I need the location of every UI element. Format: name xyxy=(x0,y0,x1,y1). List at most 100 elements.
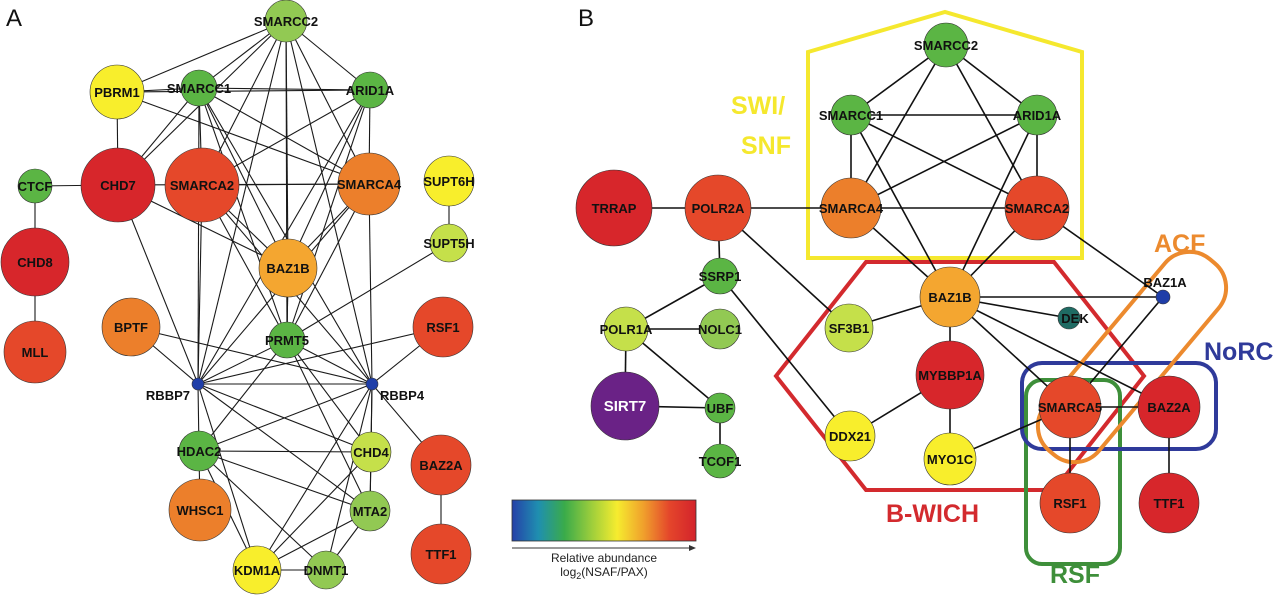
abundance-legend: Relative abundance log2(NSAF/PAX) xyxy=(511,499,697,581)
edge-ssrp1-ddx21 xyxy=(719,275,851,437)
node-label-pbrm1: PBRM1 xyxy=(94,85,140,100)
edge-rbbp4-hdac2 xyxy=(198,383,373,452)
node-circle-hdac2 xyxy=(178,430,220,472)
panel-a-node-chd8: CHD8 xyxy=(0,227,70,297)
node-circle-ddx21 xyxy=(824,410,876,462)
node-circle-rsf1 xyxy=(412,296,474,358)
node-label-arid1a: ARID1A xyxy=(346,83,395,98)
node-label-rbbp7: RBBP7 xyxy=(146,388,190,403)
panel-b-edges xyxy=(614,44,1170,503)
edge-smarcc1-baz1b xyxy=(198,87,289,269)
panel-b-node-nolc1: NOLC1 xyxy=(698,308,742,350)
legend-gradient-bar xyxy=(511,499,697,542)
node-circle-rbbp7 xyxy=(191,377,205,391)
panel-b-node-ddx21: DDX21 xyxy=(824,410,876,462)
node-circle-baz1a xyxy=(1155,289,1171,305)
swisnf-outline xyxy=(806,9,1084,260)
panel-b-node-smarcc1: SMARCC1 xyxy=(819,94,883,136)
edge-rsf1-rbbp7 xyxy=(197,326,444,385)
node-circle-smarcc1 xyxy=(180,69,218,107)
panel-b-node-mybbp1a: MYBBP1A xyxy=(915,340,985,410)
legend-log-suffix: (NSAF/PAX) xyxy=(581,565,647,579)
node-circle-ssrp1 xyxy=(701,257,739,295)
acf-label: ACF xyxy=(1154,230,1205,258)
node-label-smarca4: SMARCA4 xyxy=(819,201,884,216)
node-circle-supt6h xyxy=(423,155,475,207)
bwich-label: B-WICH xyxy=(886,500,979,528)
node-circle-smarcc2 xyxy=(264,0,308,43)
node-label-chd4: CHD4 xyxy=(353,445,389,460)
node-circle-baz1b xyxy=(919,266,981,328)
node-circle-ttf1 xyxy=(1138,472,1200,534)
edge-smarcc1-baz1b xyxy=(850,114,951,298)
node-label-sf3b1: SF3B1 xyxy=(829,321,869,336)
panel-b-node-arid1a: ARID1A xyxy=(1013,94,1062,136)
panel-b-node-myo1c: MYO1C xyxy=(923,432,977,486)
panel-b-node-sf3b1: SF3B1 xyxy=(824,303,874,353)
node-circle-sirt7 xyxy=(590,371,660,441)
edge-smarcc2-pbrm1 xyxy=(116,20,287,93)
node-circle-bptf xyxy=(101,297,161,357)
node-circle-baz2a xyxy=(1137,375,1201,439)
legend-log-sub: 2 xyxy=(576,571,581,581)
node-circle-myo1c xyxy=(923,432,977,486)
node-label-prmt5: PRMT5 xyxy=(265,333,309,348)
edge-smarcc1-prmt5 xyxy=(198,87,288,341)
edge-smarcc2-rbbp7 xyxy=(197,20,287,385)
panel-b-letter: B xyxy=(578,5,594,32)
edge-smarcc1-smarca4 xyxy=(198,87,370,185)
node-circle-rsf1 xyxy=(1039,472,1101,534)
node-circle-whsc1 xyxy=(168,478,232,542)
edge-smarcc1-rbbp7 xyxy=(197,87,200,385)
panel-b-nodes: SMARCC2 SMARCC1 ARID1A SMARCA4 SMARCA2 TRRAP P… xyxy=(575,22,1201,534)
node-circle-mll xyxy=(3,320,67,384)
node-label-nolc1: NOLC1 xyxy=(698,322,742,337)
node-circle-baz2a xyxy=(410,434,472,496)
panel-a-node-smarcc2: SMARCC2 xyxy=(254,0,318,43)
panel-b-node-smarca4: SMARCA4 xyxy=(819,177,884,239)
panel-a-node-supt6h: SUPT6H xyxy=(423,155,475,207)
edge-smarcc1-rbbp4 xyxy=(198,87,373,385)
panel-a-node-rbbp7: RBBP7 xyxy=(146,377,205,403)
node-circle-ttf1 xyxy=(410,523,472,585)
node-circle-mybbp1a xyxy=(915,340,985,410)
panel-a-node-supt5h: SUPT5H xyxy=(423,223,475,263)
node-circle-mta2 xyxy=(349,490,391,532)
node-circle-ubf xyxy=(704,392,736,424)
panel-b-node-trrap: TRRAP xyxy=(575,169,653,247)
node-label-smarcc2: SMARCC2 xyxy=(254,14,318,29)
node-circle-chd8 xyxy=(0,227,70,297)
edge-hdac2-mta2 xyxy=(198,450,371,512)
node-label-baz1b: BAZ1B xyxy=(928,290,971,305)
panel-a-node-smarcc1: SMARCC1 xyxy=(167,69,231,107)
norc-outline xyxy=(1020,361,1218,451)
node-label-polr1a: POLR1A xyxy=(600,322,653,337)
node-circle-smarca4 xyxy=(337,152,401,216)
panel-b-node-dek: DEK xyxy=(1057,306,1089,330)
legend-scale: log2(NSAF/PAX) xyxy=(560,565,647,581)
bwich-outline xyxy=(773,260,1147,492)
swisnf-label-line1: SWI/ xyxy=(731,92,785,120)
edge-arid1a-pbrm1 xyxy=(116,89,371,93)
panel-a-node-arid1a: ARID1A xyxy=(346,71,395,109)
edge-smarcc1-arid1a xyxy=(198,87,371,91)
node-label-baz2a: BAZ2A xyxy=(419,458,463,473)
panel-b-node-ttf1: TTF1 xyxy=(1138,472,1200,534)
node-circle-chd4 xyxy=(350,431,392,473)
edge-arid1a-baz1b xyxy=(287,89,371,269)
node-circle-polr2a xyxy=(684,174,752,242)
edge-rbbp4-kdm1a xyxy=(256,383,373,571)
panel-a-node-ttf1: TTF1 xyxy=(410,523,472,585)
panel-a-node-hdac2: HDAC2 xyxy=(177,430,221,472)
node-label-rsf1: RSF1 xyxy=(426,320,459,335)
node-circle-arid1a xyxy=(1016,94,1058,136)
legend-log: log xyxy=(560,565,576,579)
panel-a-nodes: SMARCC2 SMARCC1 ARID1A PBRM1 CHD7 SMARCA2 SMAR… xyxy=(0,0,475,595)
edge-prmt5-mta2 xyxy=(286,339,371,512)
node-label-rbbp4: RBBP4 xyxy=(380,388,425,403)
panel-b-node-ubf: UBF xyxy=(704,392,736,424)
panel-a-node-chd7: CHD7 xyxy=(80,147,156,223)
node-label-dek: DEK xyxy=(1061,311,1089,326)
node-circle-smarcc1 xyxy=(830,94,872,136)
